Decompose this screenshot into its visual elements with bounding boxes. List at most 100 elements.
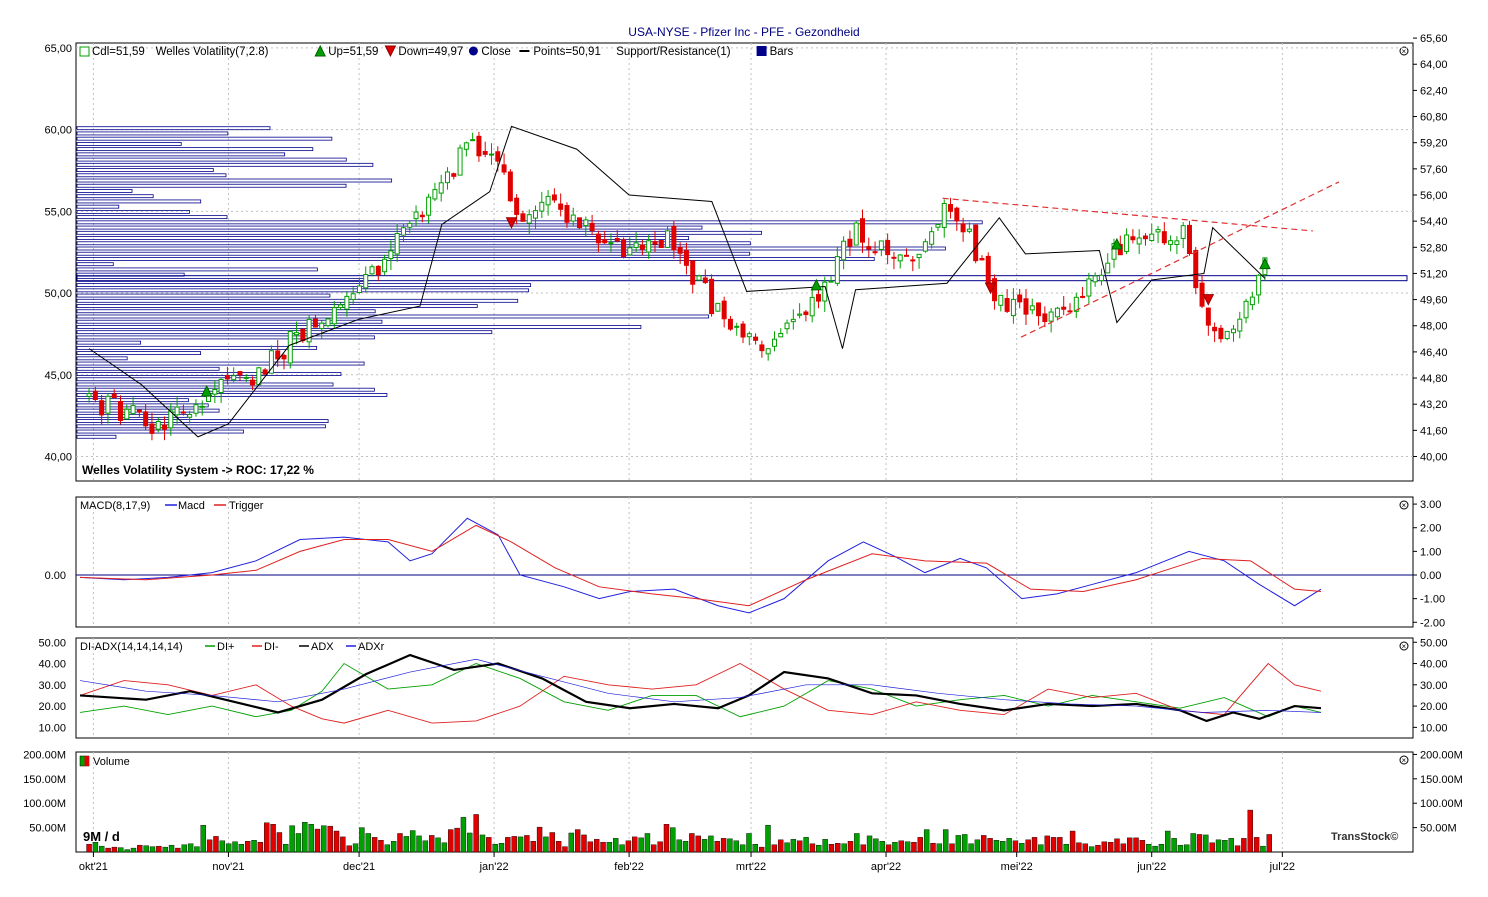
chart-title: USA-NYSE - Pfizer Inc - PFE - Gezondheid: [628, 25, 860, 39]
price-right-tick: 40,00: [1420, 451, 1448, 463]
price-right-tick: 41,60: [1420, 425, 1448, 437]
candle-body: [1256, 274, 1262, 296]
close-panel-icon: [1399, 641, 1409, 651]
macd-right-tick: 2.00: [1420, 523, 1441, 535]
adx-left-tick: 20.00: [38, 701, 66, 713]
price-left-tick: 60,00: [44, 125, 72, 137]
candle-body: [639, 244, 645, 250]
candle-body: [929, 231, 935, 245]
price-legend-label: Bars: [770, 46, 794, 58]
candle-body: [558, 203, 564, 210]
adx-legend-label: ADXr: [358, 641, 385, 653]
volume-bar: [264, 822, 270, 853]
candle-body: [973, 224, 979, 262]
volume-bar: [739, 844, 746, 853]
price-right-tick: 57,60: [1420, 164, 1448, 176]
price-legend-label: Support/Resistance(1): [616, 46, 731, 58]
volume-bar: [118, 847, 124, 853]
volume-bar: [213, 836, 219, 853]
candle-body: [1036, 302, 1042, 317]
candle-body: [809, 296, 815, 317]
candle-body: [1067, 310, 1073, 313]
adx-series-diplus: [79, 662, 1322, 718]
candle-body: [815, 294, 821, 302]
volume-bar: [225, 843, 232, 853]
volume-bar: [314, 828, 321, 853]
volume-bar: [632, 836, 638, 853]
price-right-tick: 65,60: [1420, 33, 1448, 45]
volume-bar: [467, 832, 473, 853]
candle-body: [1205, 307, 1211, 326]
adx-series-adxr: [79, 658, 1322, 713]
volume-bar: [340, 836, 346, 853]
volume-bar: [765, 824, 771, 853]
volume-bar: [549, 832, 555, 853]
price-right-tick: 64,00: [1420, 59, 1448, 71]
candle-body: [847, 238, 853, 247]
price-left-tick: 45,00: [44, 370, 72, 382]
volume-bar: [473, 814, 479, 853]
price-left-tick: 50,00: [44, 288, 72, 300]
candle-body: [859, 218, 865, 243]
price-right-tick: 44,80: [1420, 373, 1448, 385]
candle-body: [155, 421, 161, 430]
candle-body: [1230, 328, 1236, 334]
macd-legend-label: MACD(8,17,9): [80, 500, 150, 512]
volume-bar: [587, 841, 594, 853]
price-legend-label: Close: [481, 46, 510, 58]
candle-body: [457, 147, 463, 176]
candle-body: [595, 233, 601, 244]
volume-bar: [486, 837, 492, 853]
volume-bar: [1203, 834, 1209, 853]
volume-at-price-bar: [76, 215, 228, 220]
volume-bar: [733, 840, 739, 853]
candle-body: [734, 325, 740, 328]
candle-body: [948, 204, 954, 212]
x-axis-label: mrt'22: [736, 861, 766, 873]
candle-body: [539, 201, 545, 212]
trigger-line: [79, 524, 1322, 607]
candle-body: [790, 318, 796, 323]
candle-body: [866, 246, 872, 250]
candle-body: [526, 214, 532, 224]
close-panel-icon: [1399, 46, 1409, 56]
volume-bar: [797, 840, 803, 853]
candle-body: [218, 378, 224, 394]
volume-bar: [758, 846, 765, 853]
candle-body: [507, 171, 513, 202]
candle-body: [608, 242, 614, 245]
candle-body: [1130, 236, 1136, 241]
volume-bar: [371, 837, 378, 853]
candle-body: [451, 173, 457, 177]
volume-bar: [479, 834, 486, 853]
volume-bar: [1082, 843, 1088, 853]
volume-bar: [974, 839, 981, 853]
candle-body: [702, 277, 708, 284]
volume-at-price-bar: [76, 236, 690, 240]
candle-body: [262, 369, 268, 375]
volume-bar: [295, 833, 302, 853]
candle-body: [910, 259, 916, 262]
candle-body: [872, 251, 878, 254]
price-right-tick: 56,00: [1420, 190, 1448, 202]
candle-body: [992, 278, 998, 302]
price-right-tick: 60,80: [1420, 112, 1448, 124]
candle-body: [250, 379, 256, 386]
volume-bar: [238, 843, 245, 853]
candle-body: [105, 395, 111, 414]
candle-body: [1124, 234, 1130, 252]
sell-signal-icon: [984, 282, 997, 295]
volume-at-price-bar: [76, 147, 314, 152]
volume-right-tick: 200.00M: [1420, 749, 1463, 761]
volume-legend-label: Volume: [93, 756, 130, 768]
volume-bar: [111, 846, 118, 853]
volume-at-price-bar: [76, 189, 133, 193]
volume-at-price-bar: [76, 251, 751, 256]
volume-bar: [124, 849, 130, 853]
candle-body: [193, 404, 199, 414]
volume-bar: [581, 834, 587, 853]
volume-bar: [359, 827, 365, 853]
volume-bar: [873, 838, 879, 853]
price-left-tick: 65,00: [44, 43, 72, 55]
candle-body: [841, 240, 847, 261]
